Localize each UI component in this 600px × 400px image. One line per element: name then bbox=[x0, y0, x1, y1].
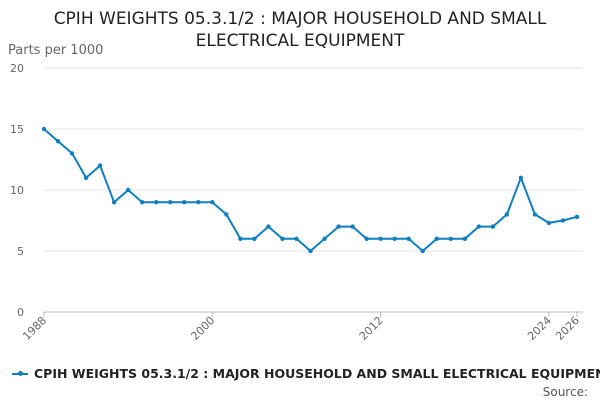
legend-marker bbox=[18, 370, 23, 376]
data-point bbox=[168, 200, 173, 205]
data-point bbox=[434, 236, 439, 241]
data-point bbox=[196, 200, 201, 205]
data-point bbox=[182, 200, 187, 205]
y-tick-label: 5 bbox=[17, 245, 24, 258]
data-point bbox=[154, 200, 159, 205]
gridlines bbox=[44, 67, 583, 313]
data-point bbox=[504, 212, 510, 217]
data-point bbox=[476, 224, 482, 229]
data-point bbox=[139, 200, 145, 205]
data-point bbox=[55, 139, 61, 144]
y-axis-label: Parts per 1000 bbox=[8, 43, 104, 58]
y-tick-label: 20 bbox=[10, 62, 24, 75]
data-point bbox=[448, 236, 453, 241]
data-point bbox=[280, 236, 285, 241]
data-point bbox=[41, 126, 47, 132]
y-tick-label: 0 bbox=[17, 306, 24, 319]
data-point bbox=[97, 163, 103, 168]
x-tick-label: 1988 bbox=[20, 314, 49, 343]
data-point bbox=[518, 175, 524, 180]
legend[interactable]: CPIH WEIGHTS 05.3.1/2 : MAJOR HOUSEHOLD … bbox=[12, 366, 600, 381]
y-tick-label: 15 bbox=[10, 123, 24, 136]
legend-label: CPIH WEIGHTS 05.3.1/2 : MAJOR HOUSEHOLD … bbox=[34, 366, 600, 381]
data-point bbox=[252, 236, 257, 241]
data-point bbox=[238, 236, 243, 241]
x-tick-label: 2000 bbox=[188, 314, 217, 343]
y-tick-label: 10 bbox=[10, 184, 24, 197]
data-point bbox=[364, 236, 369, 241]
data-point bbox=[266, 224, 271, 229]
chart-title: CPIH WEIGHTS 05.3.1/2 : MAJOR HOUSEHOLD … bbox=[0, 8, 600, 52]
data-point bbox=[308, 248, 313, 254]
data-point bbox=[294, 236, 299, 241]
legend-swatch bbox=[12, 370, 28, 376]
data-point bbox=[560, 218, 566, 223]
chart-title-line-2: ELECTRICAL EQUIPMENT bbox=[195, 31, 405, 51]
data-point bbox=[546, 220, 552, 226]
data-point bbox=[532, 212, 538, 217]
data-point bbox=[111, 200, 117, 205]
y-axis-ticks: 0 5 10 15 20 bbox=[10, 62, 24, 319]
data-point bbox=[406, 236, 411, 241]
data-point bbox=[322, 236, 327, 241]
data-point bbox=[574, 214, 580, 220]
data-point bbox=[490, 224, 496, 229]
data-point bbox=[83, 175, 89, 180]
chart-title-line-1: CPIH WEIGHTS 05.3.1/2 : MAJOR HOUSEHOLD … bbox=[53, 9, 547, 29]
data-point bbox=[462, 236, 467, 241]
data-point bbox=[224, 212, 229, 217]
data-point bbox=[392, 236, 397, 241]
x-tick-label: 2012 bbox=[357, 314, 386, 343]
data-point bbox=[125, 187, 131, 193]
data-point bbox=[69, 151, 75, 156]
data-point bbox=[210, 200, 215, 205]
data-point bbox=[336, 224, 341, 229]
data-point bbox=[350, 224, 355, 229]
data-point bbox=[378, 236, 383, 241]
x-tick-label: 2024 bbox=[525, 314, 554, 343]
series-group bbox=[41, 126, 580, 254]
x-tick-label: 2026 bbox=[553, 314, 582, 343]
source-label: Source: bbox=[542, 385, 588, 399]
data-point bbox=[420, 248, 425, 254]
x-axis-ticks: 1988 2000 2012 2024 2026 bbox=[20, 312, 582, 343]
